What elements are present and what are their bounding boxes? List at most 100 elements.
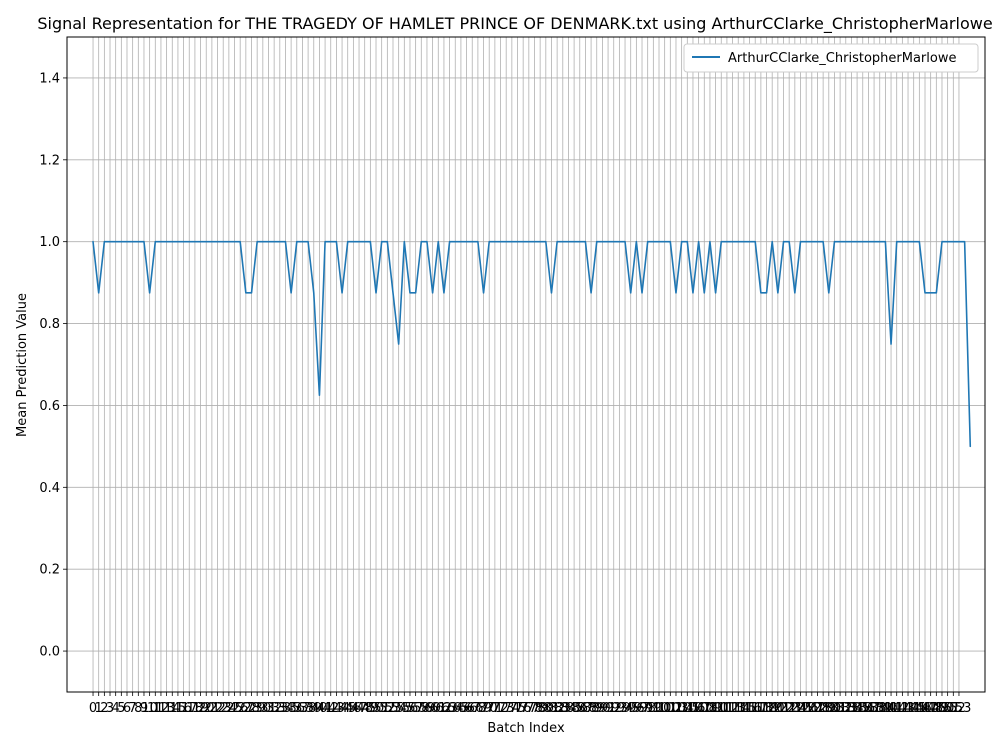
x-tick-label: 151 xyxy=(935,701,960,716)
x-tick-label: 80 xyxy=(538,701,555,716)
x-axis-label: Batch Index xyxy=(487,721,565,736)
x-tick-label: 96 xyxy=(628,701,645,716)
x-tick-label: 45 xyxy=(339,701,356,716)
x-tick-label: 52 xyxy=(379,701,396,716)
x-tick-label: 153 xyxy=(947,701,972,716)
x-tick-label: 112 xyxy=(715,701,740,716)
x-tick-label: 136 xyxy=(850,701,875,716)
x-tick-label: 108 xyxy=(692,701,717,716)
x-tick-label: 53 xyxy=(385,701,402,716)
x-tick-label: 2 xyxy=(100,701,108,716)
x-tick-label: 121 xyxy=(765,701,790,716)
x-tick-label: 12 xyxy=(153,701,170,716)
series-lines xyxy=(92,240,972,448)
x-tick-label: 67 xyxy=(464,701,481,716)
y-axis-ticks: 0.0 0.2 0.4 0.6 0.8 1.0 1.2 1.4 xyxy=(39,71,67,660)
x-tick-label: 118 xyxy=(748,701,773,716)
y-tick-label: 0.4 xyxy=(39,481,60,496)
x-tick-label: 147 xyxy=(913,701,938,716)
x-tick-label: 44 xyxy=(334,701,351,716)
x-tick-label: 10 xyxy=(141,701,158,716)
x-tick-label: 105 xyxy=(675,701,700,716)
x-tick-label: 123 xyxy=(777,701,802,716)
x-tick-label: 111 xyxy=(709,701,734,716)
x-tick-label: 39 xyxy=(305,701,322,716)
x-tick-label: 54 xyxy=(390,701,407,716)
x-tick-label: 100 xyxy=(647,701,672,716)
x-tick-label: 74 xyxy=(504,701,521,716)
x-tick-label: 76 xyxy=(515,701,532,716)
x-tick-label: 116 xyxy=(737,701,762,716)
x-tick-label: 130 xyxy=(816,701,841,716)
x-tick-label: 27 xyxy=(238,701,255,716)
x-tick-label: 0 xyxy=(89,701,97,716)
x-tick-label: 3 xyxy=(106,701,114,716)
x-tick-label: 24 xyxy=(221,701,238,716)
x-tick-label: 144 xyxy=(896,701,921,716)
x-tick-label: 19 xyxy=(192,701,209,716)
x-tick-label: 110 xyxy=(703,701,728,716)
x-tick-label: 17 xyxy=(181,701,198,716)
x-tick-label: 11 xyxy=(147,701,164,716)
series-line xyxy=(92,240,972,448)
x-tick-label: 88 xyxy=(583,701,600,716)
x-tick-label: 138 xyxy=(862,701,887,716)
x-tick-label: 50 xyxy=(368,701,385,716)
x-tick-label: 93 xyxy=(611,701,628,716)
x-tick-label: 97 xyxy=(634,701,651,716)
x-tick-label: 15 xyxy=(170,701,187,716)
x-tick-label: 145 xyxy=(901,701,926,716)
x-tick-label: 128 xyxy=(805,701,830,716)
x-tick-label: 56 xyxy=(402,701,419,716)
x-tick-label: 1 xyxy=(95,701,103,716)
y-tick-label: 1.0 xyxy=(39,235,60,250)
x-tick-label: 33 xyxy=(272,701,289,716)
y-tick-label: 1.2 xyxy=(39,153,60,168)
x-tick-label: 90 xyxy=(594,701,611,716)
x-tick-label: 26 xyxy=(232,701,249,716)
y-axis-label: Mean Prediction Value xyxy=(15,293,30,437)
x-tick-label: 68 xyxy=(470,701,487,716)
x-tick-label: 85 xyxy=(566,701,583,716)
x-tick-label: 48 xyxy=(356,701,373,716)
x-tick-label: 99 xyxy=(645,701,662,716)
x-tick-label: 81 xyxy=(543,701,560,716)
y-tick-label: 0.8 xyxy=(39,317,60,332)
x-tick-label: 137 xyxy=(856,701,881,716)
x-tick-label: 43 xyxy=(328,701,345,716)
x-tick-label: 63 xyxy=(441,701,458,716)
chart-title: Signal Representation for THE TRAGEDY OF… xyxy=(37,14,992,34)
x-tick-label: 83 xyxy=(555,701,572,716)
plot-background xyxy=(67,37,985,692)
x-tick-label: 91 xyxy=(600,701,617,716)
x-tick-label: 107 xyxy=(686,701,711,716)
x-tick-label: 47 xyxy=(351,701,368,716)
x-tick-label: 22 xyxy=(209,701,226,716)
x-tick-label: 18 xyxy=(187,701,204,716)
x-tick-label: 78 xyxy=(526,701,543,716)
x-tick-label: 73 xyxy=(498,701,515,716)
x-tick-label: 84 xyxy=(560,701,577,716)
x-tick-label: 14 xyxy=(164,701,181,716)
x-tick-label: 125 xyxy=(788,701,813,716)
legend-entry-label: ArthurCClarke_ChristopherMarlowe xyxy=(728,51,956,66)
x-tick-label: 103 xyxy=(664,701,689,716)
x-tick-label: 94 xyxy=(617,701,634,716)
x-tick-label: 38 xyxy=(300,701,317,716)
x-tick-label: 42 xyxy=(322,701,339,716)
x-tick-label: 25 xyxy=(226,701,243,716)
x-tick-label: 23 xyxy=(215,701,232,716)
x-tick-label: 92 xyxy=(605,701,622,716)
x-tick-label: 95 xyxy=(622,701,639,716)
x-tick-label: 6 xyxy=(123,701,131,716)
x-tick-label: 29 xyxy=(249,701,266,716)
x-tick-label: 41 xyxy=(317,701,334,716)
x-tick-label: 82 xyxy=(549,701,566,716)
x-tick-label: 79 xyxy=(532,701,549,716)
x-tick-label: 37 xyxy=(294,701,311,716)
x-tick-label: 70 xyxy=(481,701,498,716)
x-tick-label: 34 xyxy=(277,701,294,716)
x-tick-label: 46 xyxy=(345,701,362,716)
